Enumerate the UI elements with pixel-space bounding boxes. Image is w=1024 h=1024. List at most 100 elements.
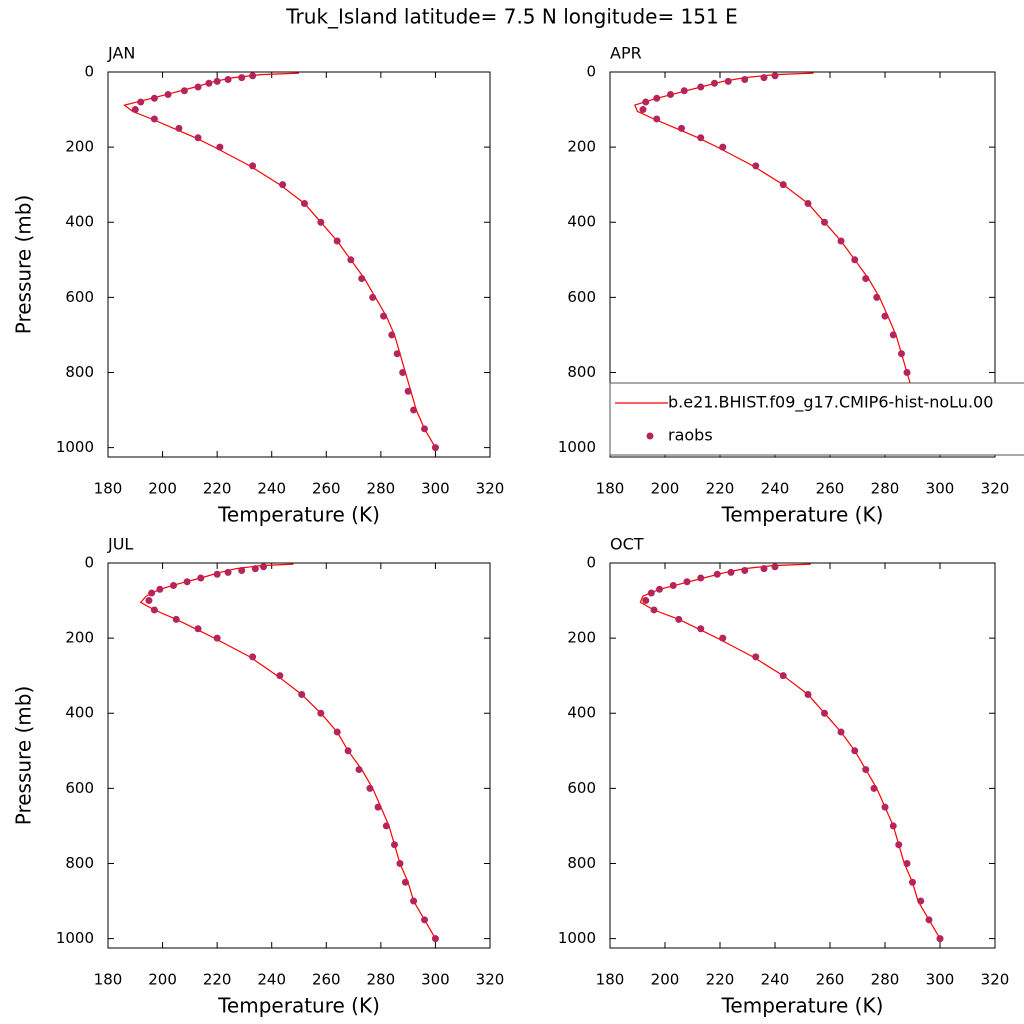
y-tick-label: 400 xyxy=(65,704,94,722)
x-tick-label: 300 xyxy=(421,971,450,989)
x-tick-label: 240 xyxy=(761,971,790,989)
x-tick-label: 320 xyxy=(476,480,505,498)
obs-marker xyxy=(862,275,870,283)
x-tick-label: 220 xyxy=(203,480,232,498)
obs-marker xyxy=(873,293,881,301)
x-tick-label: 240 xyxy=(257,971,286,989)
x-tick-label: 300 xyxy=(421,480,450,498)
y-tick-label: 200 xyxy=(567,629,596,647)
obs-marker xyxy=(382,822,390,830)
panel-label: JUL xyxy=(107,535,133,554)
x-axis-title: Temperature (K) xyxy=(217,503,380,527)
obs-marker xyxy=(156,585,164,593)
obs-marker xyxy=(881,312,889,320)
obs-marker xyxy=(180,87,188,95)
obs-marker xyxy=(752,653,760,661)
obs-marker xyxy=(164,91,172,99)
y-tick-label: 200 xyxy=(65,629,94,647)
panel-label: JAN xyxy=(107,44,135,63)
legend-label: raobs xyxy=(668,426,713,445)
obs-marker xyxy=(260,563,268,571)
y-tick-label: 1000 xyxy=(558,438,596,456)
obs-marker xyxy=(358,275,366,283)
x-tick-label: 200 xyxy=(651,480,680,498)
obs-marker xyxy=(741,76,749,84)
obs-marker xyxy=(421,425,429,433)
x-tick-label: 200 xyxy=(148,480,177,498)
obs-marker xyxy=(249,72,257,80)
obs-marker xyxy=(224,76,232,84)
y-tick-label: 400 xyxy=(567,704,596,722)
obs-marker xyxy=(779,672,787,680)
x-tick-label: 200 xyxy=(148,971,177,989)
obs-marker xyxy=(213,77,221,85)
obs-marker xyxy=(355,766,363,774)
obs-marker xyxy=(917,897,925,905)
obs-marker xyxy=(719,634,727,642)
obs-marker xyxy=(224,568,232,576)
obs-marker xyxy=(680,87,688,95)
y-tick-label: 600 xyxy=(567,288,596,306)
obs-marker xyxy=(650,606,658,614)
obs-marker xyxy=(821,709,828,717)
x-tick-label: 180 xyxy=(94,971,123,989)
obs-marker xyxy=(678,124,685,132)
obs-marker xyxy=(388,331,396,339)
y-tick-label: 0 xyxy=(586,63,596,81)
obs-marker xyxy=(150,94,158,102)
y-tick-label: 0 xyxy=(84,554,94,572)
legend-marker xyxy=(646,432,654,440)
x-tick-label: 320 xyxy=(981,971,1010,989)
obs-marker xyxy=(936,935,944,943)
obs-marker xyxy=(713,570,721,578)
x-tick-label: 280 xyxy=(871,480,900,498)
obs-marker xyxy=(821,218,828,226)
obs-marker xyxy=(683,578,691,586)
obs-marker xyxy=(197,574,205,582)
obs-marker xyxy=(760,74,768,82)
y-tick-label: 0 xyxy=(84,63,94,81)
obs-marker xyxy=(205,79,213,87)
plot-frame xyxy=(609,71,996,458)
obs-marker xyxy=(374,803,382,811)
obs-marker xyxy=(431,935,439,943)
obs-marker xyxy=(276,672,284,680)
obs-marker xyxy=(145,597,153,605)
obs-marker xyxy=(889,331,897,339)
x-tick-label: 240 xyxy=(761,480,790,498)
y-tick-label: 1000 xyxy=(558,929,596,947)
y-tick-label: 200 xyxy=(567,138,596,156)
y-tick-label: 800 xyxy=(65,854,94,872)
obs-marker xyxy=(213,570,221,578)
obs-marker xyxy=(399,368,407,376)
x-tick-label: 220 xyxy=(706,480,735,498)
obs-marker xyxy=(741,567,749,575)
obs-marker xyxy=(697,625,705,633)
x-tick-label: 200 xyxy=(651,971,680,989)
obs-marker xyxy=(431,444,439,452)
obs-marker xyxy=(898,350,905,358)
obs-marker xyxy=(837,728,845,736)
y-tick-label: 800 xyxy=(65,363,94,381)
obs-marker xyxy=(804,199,812,207)
x-axis-title: Temperature (K) xyxy=(721,994,884,1018)
obs-marker xyxy=(837,237,845,245)
obs-marker xyxy=(862,766,870,774)
obs-marker xyxy=(870,784,878,792)
obs-marker xyxy=(724,77,732,85)
y-tick-label: 800 xyxy=(567,854,596,872)
x-tick-label: 320 xyxy=(476,971,505,989)
obs-marker xyxy=(760,565,768,573)
y-tick-label: 400 xyxy=(567,213,596,231)
figure-title: Truk_Island latitude= 7.5 N longitude= 1… xyxy=(285,5,737,29)
obs-marker xyxy=(656,585,663,593)
obs-marker xyxy=(169,582,177,590)
obs-marker xyxy=(421,916,429,924)
obs-marker xyxy=(150,606,158,614)
x-tick-label: 220 xyxy=(203,971,232,989)
x-tick-label: 280 xyxy=(871,971,900,989)
obs-marker xyxy=(249,162,257,170)
y-tick-label: 1000 xyxy=(56,929,94,947)
obs-marker xyxy=(393,350,401,358)
